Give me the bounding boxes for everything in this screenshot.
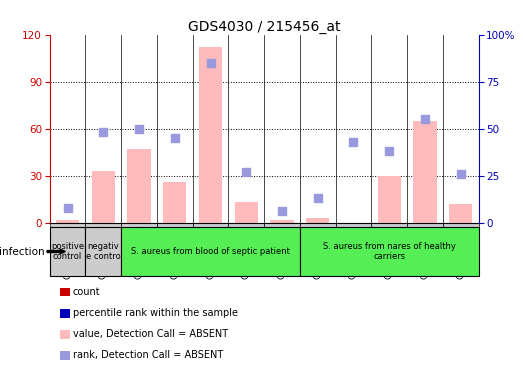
Bar [449, 204, 472, 223]
Point [420, 116, 429, 122]
Text: S. aureus from nares of healthy
carriers: S. aureus from nares of healthy carriers [323, 242, 456, 261]
Text: negativ
e contro: negativ e contro [86, 242, 121, 261]
Text: S. aureus from blood of septic patient: S. aureus from blood of septic patient [131, 247, 290, 256]
Point [99, 129, 108, 136]
Bar [235, 202, 258, 223]
Text: percentile rank within the sample: percentile rank within the sample [73, 308, 237, 318]
Text: infection: infection [0, 247, 44, 257]
Point [63, 205, 72, 211]
Point [457, 171, 465, 177]
Point [170, 135, 179, 141]
Bar [270, 220, 293, 223]
Title: GDS4030 / 215456_at: GDS4030 / 215456_at [188, 20, 340, 33]
Bar [56, 220, 79, 223]
Point [278, 209, 286, 215]
Text: count: count [73, 287, 100, 297]
Bar [163, 182, 186, 223]
Bar [128, 149, 151, 223]
Bar [413, 121, 437, 223]
Point [349, 139, 358, 145]
Point [206, 60, 214, 66]
Text: rank, Detection Call = ABSENT: rank, Detection Call = ABSENT [73, 350, 223, 360]
Text: positive
control: positive control [51, 242, 84, 261]
Bar [92, 171, 115, 223]
Bar [199, 47, 222, 223]
Point [135, 126, 143, 132]
Point [385, 148, 393, 154]
Bar [378, 176, 401, 223]
Text: value, Detection Call = ABSENT: value, Detection Call = ABSENT [73, 329, 228, 339]
Bar [306, 218, 329, 223]
Point [242, 169, 251, 175]
Point [313, 195, 322, 201]
